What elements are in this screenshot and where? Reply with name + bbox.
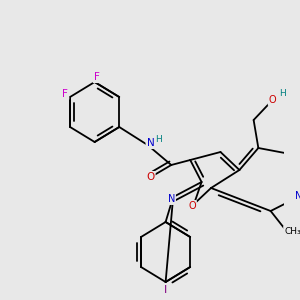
Text: H: H <box>279 89 285 98</box>
Text: N: N <box>168 194 175 204</box>
Text: N: N <box>296 191 300 201</box>
Text: O: O <box>188 201 196 211</box>
Text: CH₃: CH₃ <box>284 226 300 236</box>
Text: H: H <box>156 134 162 143</box>
Text: N: N <box>147 138 154 148</box>
Text: F: F <box>94 72 100 82</box>
Text: O: O <box>269 95 276 105</box>
Text: F: F <box>62 89 68 99</box>
Text: I: I <box>164 285 167 295</box>
Text: O: O <box>146 172 154 182</box>
